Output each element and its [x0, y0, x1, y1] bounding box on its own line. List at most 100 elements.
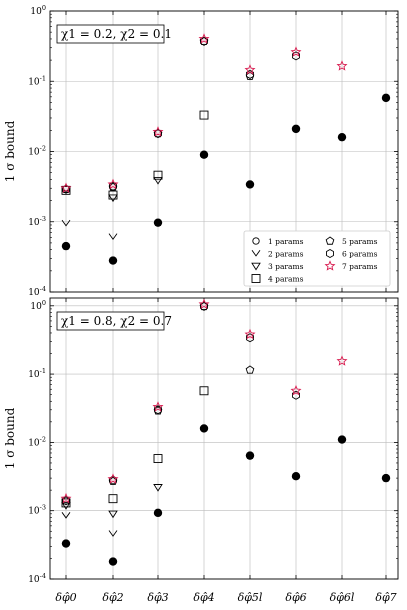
data-point	[153, 170, 163, 180]
data-point	[290, 384, 302, 396]
series-2-params	[61, 512, 118, 537]
data-point	[200, 301, 208, 311]
y-tick-label: 10-2	[28, 435, 46, 448]
data-point	[107, 178, 119, 190]
data-point	[244, 64, 256, 75]
data-point	[107, 473, 119, 484]
data-point	[336, 355, 348, 366]
legend-marker	[251, 262, 261, 271]
series-7-params	[60, 33, 348, 193]
data-point	[154, 405, 162, 415]
data-point	[108, 510, 118, 519]
data-point	[381, 93, 391, 103]
data-point	[153, 454, 163, 464]
legend-entry: 2 params	[251, 250, 304, 259]
data-point	[246, 69, 254, 79]
legend-marker	[325, 236, 335, 245]
data-point	[246, 333, 254, 343]
data-point	[244, 328, 256, 340]
data-point	[336, 60, 348, 71]
legend-entry: 3 params	[251, 262, 304, 271]
series-7-params	[60, 298, 348, 504]
data-point	[153, 484, 163, 492]
y-tick-label: 10-3	[28, 504, 46, 517]
data-point	[60, 182, 72, 193]
data-point	[61, 512, 71, 519]
data-point	[292, 51, 300, 61]
legend-entry: 1 params	[252, 237, 304, 246]
data-point	[153, 218, 163, 227]
data-point	[337, 435, 347, 444]
data-point	[199, 424, 209, 433]
y-tick-label: 10-1	[28, 367, 46, 380]
legend-label: 1 params	[268, 237, 304, 246]
y-axis-label: 1 σ bound	[3, 407, 17, 469]
data-point	[292, 390, 300, 400]
data-point	[199, 386, 209, 396]
data-point	[153, 176, 163, 185]
data-point	[152, 401, 164, 412]
panel-title-box: χ1 = 0.8, χ2 = 0.7	[56, 311, 172, 331]
y-tick-label: 10-1	[28, 74, 46, 87]
data-point	[108, 530, 118, 537]
legend-marker	[251, 250, 261, 257]
plot-frame	[49, 297, 399, 580]
legend: 1 params 2 params 3 params 4 params 5 params…	[243, 230, 391, 287]
y-tick-label: 100	[30, 4, 46, 17]
data-point	[199, 150, 209, 159]
data-point	[152, 126, 164, 137]
legend-marker	[324, 260, 336, 271]
data-point	[108, 494, 118, 504]
data-point	[245, 365, 255, 374]
data-point	[198, 298, 210, 310]
y-tick-label: 10-2	[28, 145, 46, 158]
series-1-params	[61, 424, 391, 566]
data-point	[153, 508, 163, 518]
legend-entry: 5 params	[325, 236, 378, 246]
data-point	[108, 233, 118, 241]
data-point	[199, 110, 209, 120]
panel-title: χ1 = 0.8, χ2 = 0.7	[61, 314, 172, 328]
x-tick-label: δφ̂7	[375, 591, 396, 604]
legend-frame	[243, 230, 391, 287]
x-tick-label: δφ̂0	[55, 591, 76, 604]
legend-entry: 7 params	[324, 260, 378, 271]
data-point	[60, 492, 72, 504]
panel-title: χ1 = 0.2, χ2 = 0.1	[61, 27, 172, 41]
legend-label: 4 params	[268, 275, 304, 284]
series-3-params	[61, 484, 163, 519]
data-point	[62, 496, 70, 506]
data-point	[245, 180, 255, 189]
data-point	[108, 190, 118, 200]
data-point	[108, 557, 118, 566]
legend-label: 5 params	[342, 237, 378, 246]
legend-label: 3 params	[268, 262, 304, 271]
x-tick-label: δφ̂5l	[238, 591, 263, 604]
series-6-params	[62, 36, 300, 194]
data-point	[61, 502, 71, 510]
legend-marker	[326, 248, 334, 259]
data-point	[291, 471, 301, 481]
x-tick-label: δφ̂6l	[330, 591, 355, 604]
panel-2: 10-4 10-3 10-2 10-1 100 1 σ bound χ1 = 0.8, χ2…	[3, 297, 399, 604]
data-point	[245, 451, 255, 460]
legend-label: 2 params	[268, 250, 304, 259]
data-point	[381, 473, 391, 483]
data-point	[200, 36, 208, 46]
panel-title-frame	[56, 311, 165, 331]
panel-title-box: χ1 = 0.2, χ2 = 0.1	[56, 24, 172, 44]
series-4-params	[61, 386, 209, 508]
legend-entry: 6 params	[326, 248, 378, 259]
data-point	[61, 185, 71, 195]
y-axis-label: 1 σ bound	[3, 120, 17, 182]
legend-label: 7 params	[342, 262, 378, 271]
x-tick-label: δφ̂3	[147, 591, 168, 604]
data-point	[61, 539, 71, 548]
series-6-params	[62, 301, 300, 506]
y-tick-label: 10-3	[28, 215, 46, 228]
series-2-params	[61, 219, 118, 241]
data-point	[291, 124, 301, 134]
x-tick-label: δφ̂6	[285, 591, 306, 604]
data-point	[198, 33, 210, 44]
data-point	[108, 256, 118, 265]
